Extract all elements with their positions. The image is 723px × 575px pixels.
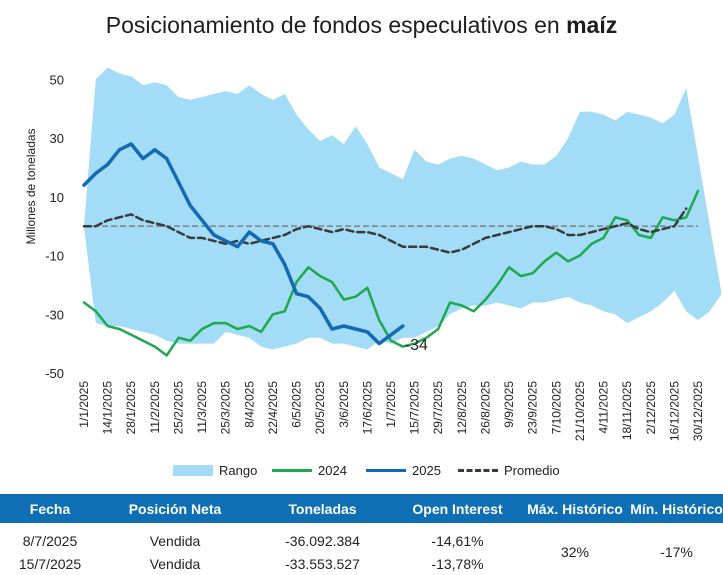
legend-item-rango: Rango bbox=[173, 463, 257, 478]
x-tick-label: 18/11/2025 bbox=[620, 381, 634, 440]
x-tick-label: 25/3/2025 bbox=[219, 381, 233, 435]
cell-max-historico: 32% bbox=[560, 544, 590, 560]
x-tick-label: 9/9/2025 bbox=[502, 381, 516, 428]
x-tick-label: 2/12/2025 bbox=[644, 381, 658, 435]
x-tick-label: 1/7/2025 bbox=[384, 381, 398, 428]
legend-label-promedio: Promedio bbox=[504, 463, 560, 478]
stats-header-row: Fecha Posición Neta Toneladas Open Inter… bbox=[0, 494, 723, 523]
legend-item-promedio: Promedio bbox=[458, 463, 560, 478]
x-tick-label: 20/5/2025 bbox=[313, 381, 327, 435]
annotation-label: -34 bbox=[405, 337, 428, 354]
header-open-interest: Open Interest bbox=[395, 494, 520, 523]
y-tick-label: -50 bbox=[45, 366, 64, 381]
header-fecha: Fecha bbox=[0, 494, 100, 523]
y-tick-label: 30 bbox=[50, 131, 64, 146]
x-tick-label: 11/2/2025 bbox=[148, 381, 162, 434]
y-tick-label: -10 bbox=[45, 249, 64, 264]
x-tick-label: 16/12/2025 bbox=[667, 381, 681, 441]
series-promedio-line bbox=[82, 207, 688, 254]
x-tick-label: 26/8/2025 bbox=[479, 381, 493, 435]
x-tick-label: 21/10/2025 bbox=[573, 381, 587, 441]
y-tick-label: 50 bbox=[50, 72, 64, 87]
cell-toneladas: -36.092.384 bbox=[285, 532, 360, 549]
x-tick-label: 7/10/2025 bbox=[549, 381, 563, 435]
y-axis-label: Millones de toneladas bbox=[24, 128, 38, 244]
x-tick-label: 15/7/2025 bbox=[408, 381, 422, 435]
cell-fecha: 8/7/2025 bbox=[22, 532, 78, 549]
x-tick-label: 17/6/2025 bbox=[360, 381, 374, 435]
legend-swatch-2025 bbox=[366, 469, 406, 472]
legend-item-2025: 2025 bbox=[366, 463, 441, 478]
x-tick-label: 11/3/2025 bbox=[195, 381, 209, 434]
legend-label-2025: 2025 bbox=[412, 463, 441, 478]
title-highlight: maíz bbox=[566, 12, 618, 38]
x-tick-label: 4/11/2025 bbox=[597, 381, 611, 434]
range-band bbox=[84, 67, 722, 350]
cell-open-interest: -13,78% bbox=[431, 555, 484, 572]
header-posicion-neta: Posición Neta bbox=[100, 494, 250, 523]
cell-posicion: Vendida bbox=[149, 532, 201, 549]
y-tick-label: 10 bbox=[50, 190, 64, 205]
stats-table: Fecha Posición Neta Toneladas Open Inter… bbox=[0, 494, 723, 575]
table-row: 15/7/2025 Vendida -33.553.527 -13,78% bbox=[0, 552, 723, 575]
chart-plot: -34 50 30 10 -10 -30 -50 Millones de toneladas 1… bbox=[24, 67, 722, 441]
header-toneladas: Toneladas bbox=[250, 494, 395, 523]
x-tick-label: 12/8/2025 bbox=[455, 381, 469, 435]
header-min-historico: Mín. Histórico bbox=[630, 494, 723, 523]
x-tick-label: 1/1/2025 bbox=[77, 381, 91, 428]
cell-toneladas: -33.553.527 bbox=[285, 555, 360, 572]
series-2025-line bbox=[82, 142, 405, 346]
series-2024-line bbox=[82, 189, 700, 357]
x-tick-label: 25/2/2025 bbox=[172, 381, 186, 435]
legend-label-rango: Rango bbox=[219, 463, 258, 478]
x-tick-label: 30/12/2025 bbox=[691, 381, 705, 441]
legend-item-2024: 2024 bbox=[272, 463, 347, 478]
legend-swatch-2024 bbox=[272, 469, 312, 472]
cell-fecha: 15/7/2025 bbox=[18, 555, 82, 572]
legend-swatch-rango bbox=[173, 465, 213, 476]
cell-min-historico: -17% bbox=[660, 544, 693, 560]
x-tick-label: 22/4/2025 bbox=[266, 381, 280, 435]
x-tick-label: 8/4/2025 bbox=[242, 381, 256, 428]
x-tick-label: 28/1/2025 bbox=[124, 381, 138, 435]
x-tick-label: 3/6/2025 bbox=[337, 381, 351, 428]
y-tick-label: -30 bbox=[45, 307, 64, 322]
legend: Rango 2024 2025 Promedio bbox=[0, 460, 723, 484]
x-tick-label: 6/5/2025 bbox=[290, 381, 304, 428]
chart-title: Posicionamiento de fondos especulativos … bbox=[105, 12, 618, 38]
x-tick-label: 23/9/2025 bbox=[526, 381, 540, 435]
header-max-historico: Máx. Histórico bbox=[520, 494, 630, 523]
table-row: 8/7/2025 Vendida -36.092.384 -14,61% 32%… bbox=[0, 523, 723, 561]
cell-open-interest: -14,61% bbox=[431, 532, 484, 549]
x-tick-label: 29/7/2025 bbox=[431, 381, 445, 435]
cell-posicion: Vendida bbox=[149, 555, 201, 572]
x-tick-label: 14/1/2025 bbox=[101, 381, 115, 435]
legend-swatch-promedio bbox=[458, 469, 498, 472]
legend-label-2024: 2024 bbox=[318, 463, 347, 478]
